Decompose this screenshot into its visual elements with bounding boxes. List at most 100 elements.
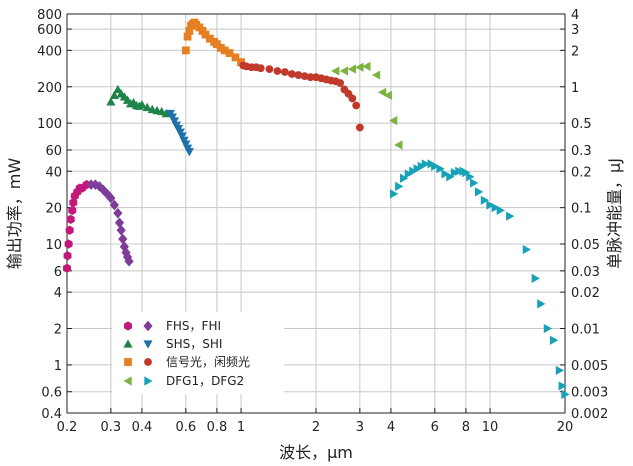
- legend-marker: [144, 358, 152, 366]
- legend-items: FHS，FHI SHS，SHI 信号光，闲频光 DFG1，DFG2: [123, 319, 250, 388]
- diamond-point: [109, 199, 119, 211]
- y-tick-label: 600: [37, 23, 62, 38]
- hexagon-point: [63, 263, 71, 273]
- legend-marker: [144, 376, 153, 386]
- y2-tick-label: 0.5: [571, 117, 592, 132]
- triangle-right-point: [522, 244, 532, 255]
- legend-label: SHS，SHI: [166, 337, 222, 351]
- x-tick-label: 20: [557, 420, 574, 435]
- x-tick-label: 8: [462, 420, 470, 435]
- y-tick-label: 200: [37, 81, 62, 96]
- y2-tick-label: 0.02: [571, 286, 600, 301]
- legend-label: FHS，FHI: [166, 319, 221, 333]
- triangle-right-point: [413, 164, 422, 174]
- circle-point: [273, 67, 282, 75]
- triangle-right-point: [389, 189, 399, 199]
- triangle-left-point: [331, 66, 340, 76]
- triangle-right-point: [506, 211, 515, 221]
- triangle-right-point: [486, 200, 495, 210]
- circle-point: [294, 71, 303, 79]
- y2-tick-label: 0.003: [571, 386, 608, 401]
- triangle-right-point: [446, 172, 455, 182]
- y-tick-label: 20: [45, 202, 62, 217]
- circle-point: [300, 72, 309, 81]
- hexagon-point: [65, 225, 74, 235]
- y2-tick-label: 0.1: [571, 202, 592, 217]
- legend-label: DFG1，DFG2: [166, 374, 244, 388]
- triangle-down-point: [184, 148, 194, 157]
- y2-tick-label: 0.3: [571, 144, 592, 159]
- diamond-point: [114, 217, 125, 229]
- square-point: [181, 46, 190, 55]
- x-tick-label: 3: [356, 420, 364, 435]
- legend-box: [112, 312, 284, 394]
- circle-point: [287, 70, 296, 78]
- x-tick-label: 0.3: [101, 420, 122, 435]
- hexagon-point: [69, 198, 78, 208]
- legend-marker: [143, 320, 153, 332]
- triangle-right-point: [474, 187, 484, 197]
- x-tick-label: 10: [482, 420, 499, 435]
- triangle-left-point: [377, 87, 387, 97]
- triangle-right-point: [466, 172, 475, 182]
- y2-axis-label: 单脉冲能量，μJ: [605, 158, 624, 269]
- y-tick-label: 800: [37, 8, 62, 23]
- y2-tick-label: 0.01: [571, 323, 600, 338]
- triangle-right-point: [436, 164, 445, 174]
- triangle-up-point: [109, 90, 119, 99]
- triangle-left-point: [383, 90, 392, 100]
- y2-tick-label: 0.002: [571, 407, 608, 422]
- y2-tick-label: 3: [571, 23, 579, 38]
- y2-tick-label: 0.005: [571, 359, 608, 374]
- circle-point: [355, 123, 364, 132]
- triangle-right-point: [404, 169, 413, 179]
- x-tick-label: 4: [387, 420, 395, 435]
- triangle-right-point: [470, 178, 479, 188]
- x-tick-label: 1: [237, 420, 245, 435]
- triangle-right-point: [491, 203, 500, 213]
- y-tick-label: 100: [37, 117, 62, 132]
- y2-tick-label: 0.2: [571, 165, 592, 180]
- y-tick-label: 2: [54, 323, 62, 338]
- triangle-left-point: [394, 140, 403, 150]
- hexagon-point: [64, 239, 73, 249]
- x-axis-label: 波长，μm: [279, 443, 353, 462]
- x-tick-label: 0.2: [57, 420, 78, 435]
- x-tick-label: 6: [431, 420, 439, 435]
- triangle-right-point: [421, 159, 430, 169]
- y2-tick-label: 4: [571, 8, 579, 23]
- triangle-right-point: [555, 365, 565, 376]
- triangle-right-point: [480, 195, 490, 205]
- triangle-right-point: [431, 161, 440, 171]
- y-tick-label: 60: [45, 144, 62, 159]
- triangle-right-point: [409, 166, 418, 176]
- x-tick-label: 0.4: [132, 420, 153, 435]
- triangle-right-point: [395, 181, 404, 191]
- triangle-right-point: [400, 173, 409, 183]
- triangle-up-point: [142, 102, 152, 112]
- triangle-right-point: [561, 389, 570, 400]
- hexagon-point: [66, 214, 75, 224]
- y-tick-label: 40: [45, 165, 62, 180]
- x-axis-ticks: 0.2 0.3 0.4 0.6 0.8 1 2 3 4 6 8 10 20: [57, 408, 574, 435]
- circle-point: [348, 94, 357, 103]
- triangle-up-point: [161, 108, 171, 118]
- data-marks: [63, 18, 570, 400]
- triangle-up-point: [137, 100, 147, 109]
- triangle-right-point: [558, 381, 567, 391]
- y2-tick-label: 0.03: [571, 265, 600, 280]
- triangle-down-point: [177, 132, 187, 141]
- triangle-right-point: [543, 323, 553, 334]
- x-tick-label: 0.8: [207, 420, 228, 435]
- diamond-point: [90, 179, 100, 190]
- y2-tick-label: 0.05: [571, 238, 600, 253]
- diamond-point: [98, 184, 108, 196]
- legend-marker: [124, 358, 132, 366]
- diamond-point: [94, 181, 105, 192]
- circle-point: [306, 73, 315, 82]
- triangle-right-point: [549, 335, 559, 345]
- legend-label: 信号光，闲频光: [166, 355, 250, 369]
- diamond-point: [106, 192, 116, 204]
